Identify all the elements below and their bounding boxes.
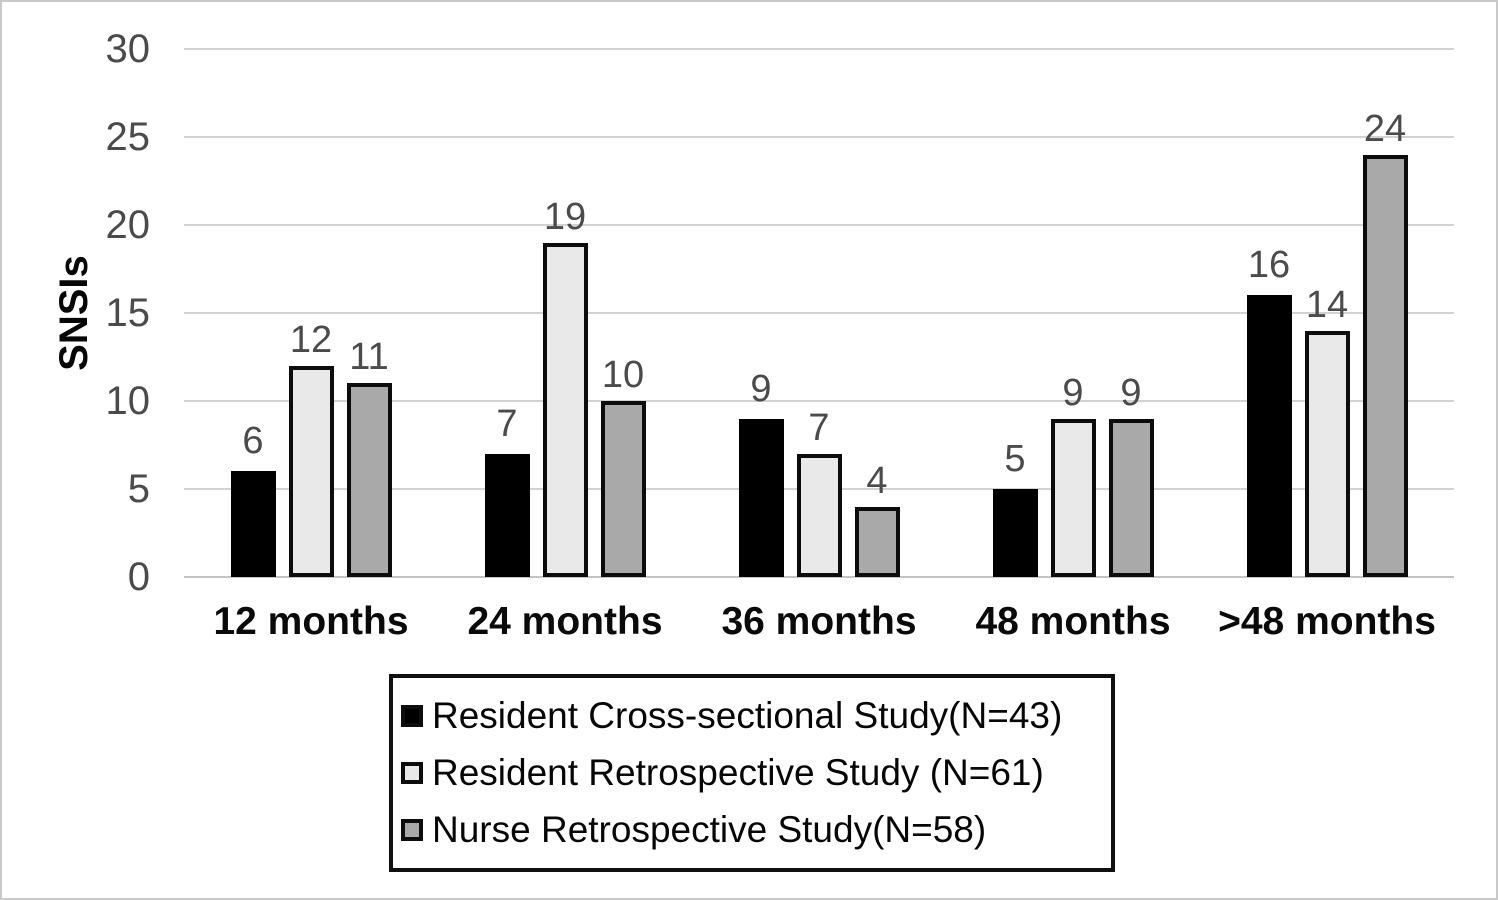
gridline-10 xyxy=(184,400,1454,402)
bar-value-label: 11 xyxy=(349,336,389,379)
bar-series1-36-months: 9 xyxy=(738,369,784,577)
bar-groups: 6 12 11 7 19 10 9 7 4 5 9 9 16 14 24 xyxy=(184,49,1454,577)
bar-value-label: 12 xyxy=(289,318,333,361)
bar-value-label: 16 xyxy=(1247,244,1291,287)
bar-value-label: 9 xyxy=(1062,371,1084,414)
bar-group-5: 16 14 24 xyxy=(1200,49,1454,577)
legend-swatch-icon xyxy=(401,818,423,841)
legend-item-label: Resident Cross-sectional Study(N=43) xyxy=(432,695,1063,737)
bar-value-label: 5 xyxy=(1004,438,1026,480)
category-label-12-months: 12 months xyxy=(213,600,409,643)
x-axis-category-labels: 12 months 24 months 36 months 48 months >48 … xyxy=(184,600,1454,644)
category-label-24-months: 24 months xyxy=(467,600,663,643)
bar-value-label: 19 xyxy=(543,195,587,238)
y-tick-label-10: 10 xyxy=(105,379,151,423)
bar-value-label: 4 xyxy=(866,459,888,502)
legend-item-3: Nurse Retrospective Study(N=58) xyxy=(401,809,1103,851)
bar-value-label: 9 xyxy=(1120,371,1142,414)
bar-value-label: 7 xyxy=(808,406,830,449)
bar-series2-48-months: 9 xyxy=(1050,373,1096,577)
bar-value-label: 24 xyxy=(1363,107,1407,150)
legend: Resident Cross-sectional Study(N=43) Resi… xyxy=(389,674,1115,872)
y-tick-label-25: 25 xyxy=(105,115,151,159)
gridline-25 xyxy=(184,136,1454,138)
bar-value-label: 14 xyxy=(1305,283,1349,326)
legend-item-label: Resident Retrospective Study (N=61) xyxy=(432,751,1044,793)
y-tick-label-5: 5 xyxy=(127,467,150,511)
y-tick-label-20: 20 xyxy=(105,203,151,247)
bar-group-1: 6 12 11 xyxy=(184,49,438,577)
bar-series3-12-months: 11 xyxy=(346,337,392,577)
bar-series2-24-months: 19 xyxy=(542,197,588,577)
bar-series1-24-months: 7 xyxy=(484,404,530,577)
bar-series3->48-months: 24 xyxy=(1362,109,1408,577)
bar-value-label: 10 xyxy=(601,354,645,396)
bar-series2-12-months: 12 xyxy=(288,320,334,577)
bar-series1->48-months: 16 xyxy=(1246,245,1292,577)
bar-series2->48-months: 14 xyxy=(1304,285,1350,577)
bar-value-label: 7 xyxy=(496,402,518,445)
y-tick-label-15: 15 xyxy=(105,291,151,335)
bar-group-2: 7 19 10 xyxy=(438,49,692,577)
gridline-30 xyxy=(184,48,1454,50)
y-tick-label-30: 30 xyxy=(105,27,151,71)
bar-series3-36-months: 4 xyxy=(854,461,900,577)
bar-series2-36-months: 7 xyxy=(796,408,842,577)
bar-series1-12-months: 6 xyxy=(230,421,276,577)
category-label-48-months: 48 months xyxy=(975,600,1171,643)
plot-area: 6 12 11 7 19 10 9 7 4 5 9 9 16 14 24 xyxy=(184,48,1454,578)
category-label-36-months: 36 months xyxy=(721,600,917,643)
bar-series3-48-months: 9 xyxy=(1108,373,1154,577)
gridline-0 xyxy=(184,576,1454,578)
gridline-20 xyxy=(184,224,1454,226)
bar-series1-48-months: 5 xyxy=(992,439,1038,577)
gridline-15 xyxy=(184,312,1454,314)
category-label->48-months: >48 months xyxy=(1218,600,1436,643)
legend-item-label: Nurse Retrospective Study(N=58) xyxy=(432,808,987,850)
bar-value-label: 6 xyxy=(242,420,264,463)
bar-series3-24-months: 10 xyxy=(600,355,646,577)
legend-swatch-icon xyxy=(401,761,423,784)
legend-swatch-icon xyxy=(401,705,423,728)
legend-item-1: Resident Cross-sectional Study(N=43) xyxy=(401,695,1103,737)
bar-value-label: 9 xyxy=(750,367,772,410)
legend-item-2: Resident Retrospective Study (N=61) xyxy=(401,752,1103,794)
y-tick-label-0: 0 xyxy=(127,555,150,599)
